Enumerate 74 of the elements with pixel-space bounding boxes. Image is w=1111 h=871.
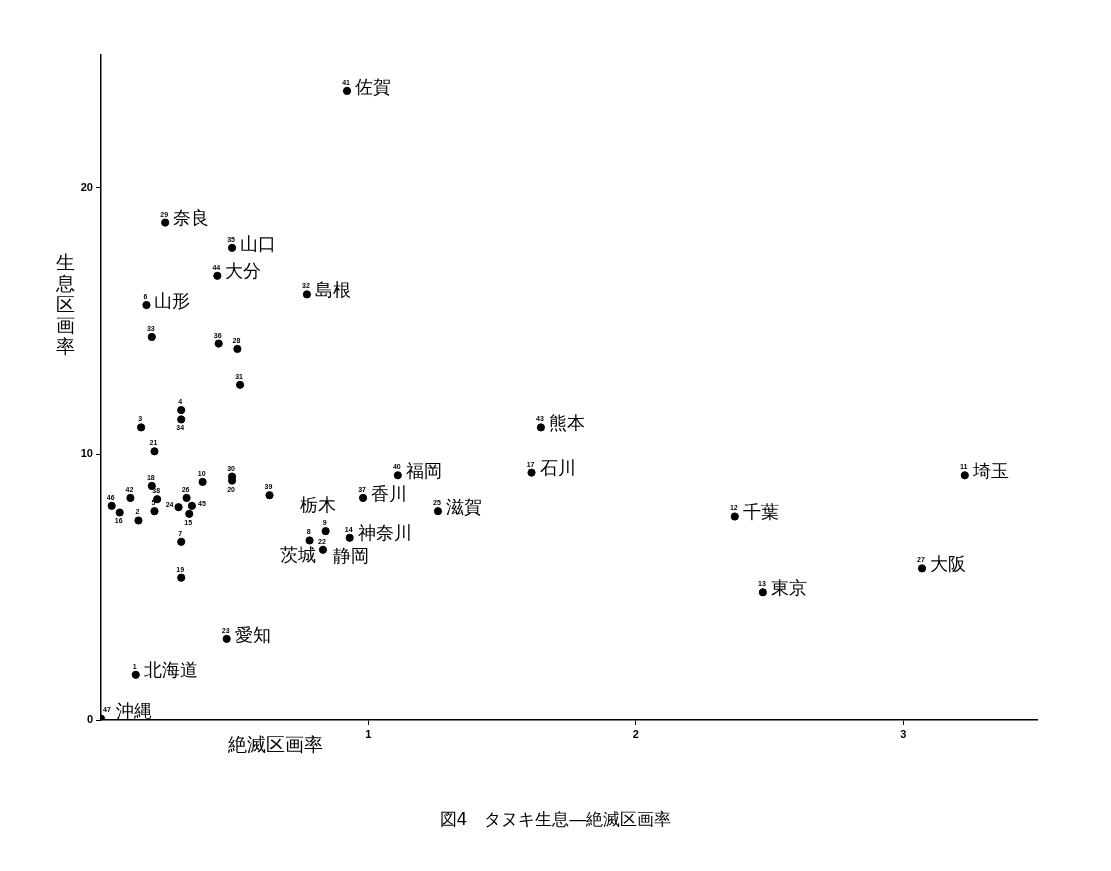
point [177,573,186,582]
point [233,344,242,354]
point [185,509,194,518]
annotation: 香川 [371,482,408,504]
annotation: 埼玉 [971,459,1009,481]
point [115,508,124,517]
point [321,527,330,536]
text: 図4 タヌキ生息―絶滅区画率 [438,808,673,831]
point [222,634,231,643]
point [107,501,116,510]
point [214,339,223,348]
annotation: 佐賀 [355,75,392,97]
point [187,501,197,510]
point [177,406,186,415]
point [153,495,162,504]
point [536,423,546,432]
annotation: 石川 [539,457,576,479]
annotation: 東京 [770,576,807,598]
annotation: 奈良 [173,207,210,229]
point [960,471,969,480]
annotation: 神奈川 [357,522,412,544]
point [150,447,159,456]
annotation: 熊本 [548,412,585,434]
point [131,670,140,679]
y-tick-label: 0 [86,713,93,726]
point [174,503,183,512]
point [265,491,274,500]
point [147,332,156,342]
annotation: 滋賀 [445,495,482,517]
x-axis-title: 絶滅区画率 [228,732,323,757]
annotation: 島根 [314,279,351,301]
point [393,471,402,480]
annotation: 福岡 [405,459,442,481]
point [305,536,314,545]
point [161,218,170,227]
annotation: 山形 [154,289,191,311]
y-tick-label: 20 [80,181,93,194]
point [235,380,245,389]
annotation: 大分 [225,260,262,282]
point [137,423,146,432]
point [730,512,739,521]
annotation: 茨城 [279,544,316,566]
x-tick-label: 3 [900,727,907,740]
annotation: 千葉 [742,501,779,523]
point [182,493,191,502]
y-tick-label: 10 [80,447,93,460]
point [527,468,536,477]
point [126,493,135,502]
point [177,415,186,424]
point [177,537,186,546]
point [433,507,443,516]
annotation: 大阪 [930,553,967,575]
point [345,533,354,542]
x-tick-label: 2 [632,727,639,740]
point [318,545,328,554]
annotation: 愛知 [234,623,271,645]
point [134,516,143,525]
point [227,243,237,252]
point [358,493,368,502]
annotation: 沖縄 [116,700,152,722]
point [150,507,159,516]
point [917,564,927,573]
annotation: 栃木 [299,493,336,515]
point [142,300,151,310]
y-axis-title: 生息区画率 [56,251,76,357]
x-tick-label: 1 [365,727,372,740]
point [302,290,312,299]
point [758,588,767,597]
point [342,86,352,96]
point [198,477,207,487]
annotation: 北海道 [143,659,198,681]
annotation: 静岡 [332,545,369,567]
annotation: 山口 [240,232,277,254]
point [213,271,222,280]
